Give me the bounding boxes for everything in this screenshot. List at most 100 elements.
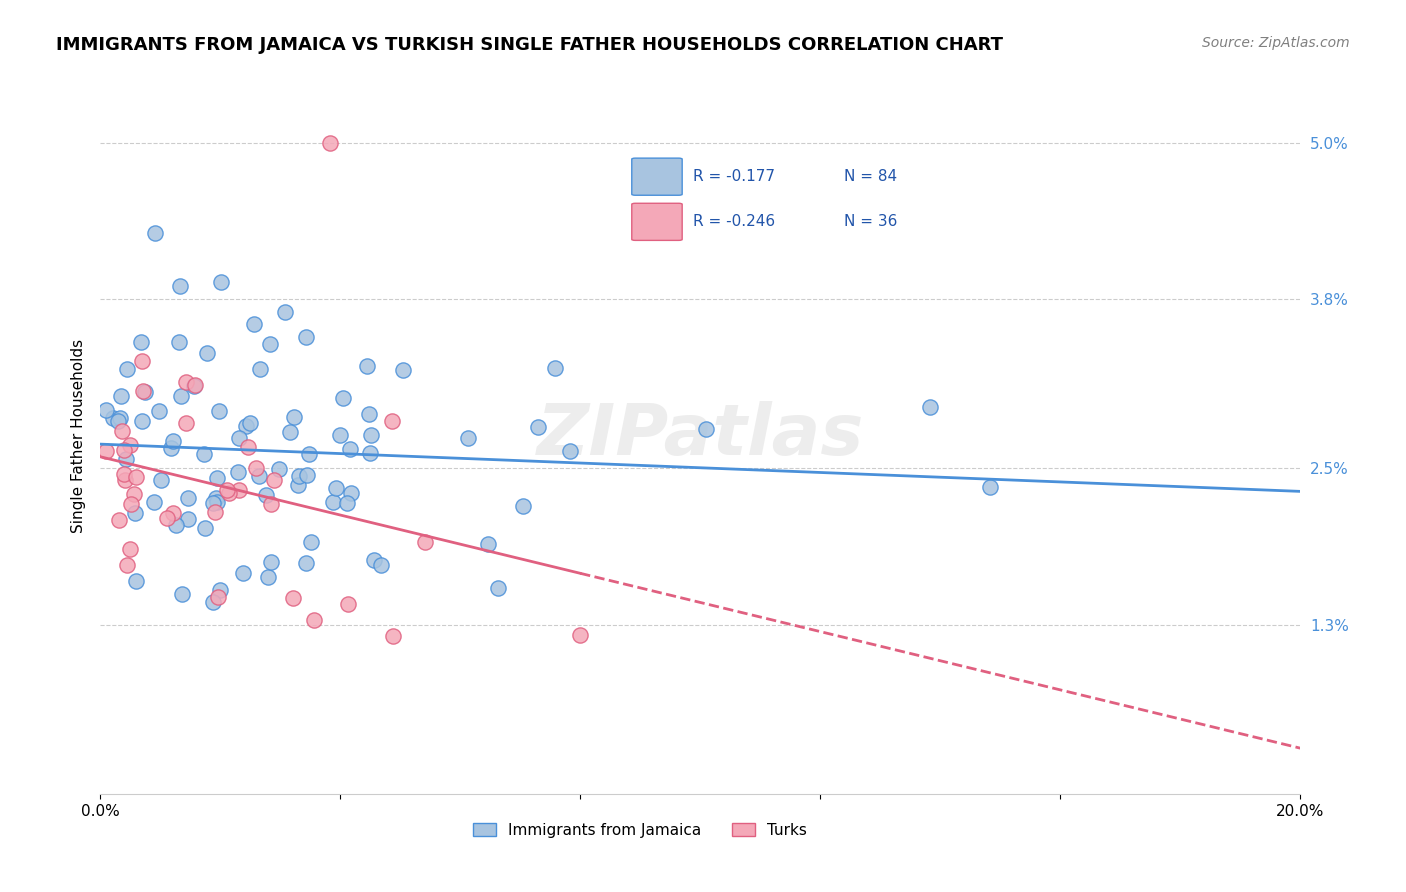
- Point: [332, 391, 354, 405]
- Point: [392, 362, 415, 376]
- Point: [363, 552, 385, 566]
- Y-axis label: Single Father Households: Single Father Households: [72, 339, 86, 533]
- Point: [120, 497, 142, 511]
- Point: [143, 494, 166, 508]
- Point: [235, 419, 257, 434]
- Point: [124, 507, 146, 521]
- Point: [193, 447, 215, 461]
- Point: [298, 447, 321, 461]
- Point: [259, 336, 281, 351]
- Point: [167, 335, 190, 350]
- Point: [177, 511, 200, 525]
- Point: [249, 362, 271, 376]
- Point: [204, 491, 226, 505]
- Text: ZIPatlas: ZIPatlas: [537, 401, 863, 470]
- Point: [195, 346, 218, 360]
- Text: Source: ZipAtlas.com: Source: ZipAtlas.com: [1202, 36, 1350, 50]
- Point: [247, 469, 270, 483]
- Point: [208, 583, 231, 598]
- Point: [134, 384, 156, 399]
- Point: [148, 404, 170, 418]
- Point: [274, 305, 297, 319]
- Point: [236, 441, 259, 455]
- Point: [125, 470, 148, 484]
- Point: [457, 431, 479, 445]
- Point: [329, 428, 352, 442]
- Point: [356, 359, 378, 373]
- Point: [297, 467, 319, 482]
- Point: [337, 597, 360, 611]
- Point: [169, 279, 191, 293]
- Point: [205, 495, 228, 509]
- Point: [301, 534, 323, 549]
- Point: [295, 330, 318, 344]
- Point: [322, 495, 344, 509]
- Point: [569, 628, 592, 642]
- Point: [544, 360, 567, 375]
- Point: [204, 506, 226, 520]
- Point: [183, 379, 205, 393]
- Point: [205, 471, 228, 485]
- Point: [360, 427, 382, 442]
- Point: [194, 521, 217, 535]
- Point: [207, 591, 229, 605]
- Point: [278, 425, 301, 439]
- Point: [107, 414, 129, 428]
- Point: [281, 591, 304, 606]
- Point: [283, 410, 305, 425]
- Point: [122, 487, 145, 501]
- Point: [115, 558, 138, 573]
- Point: [114, 473, 136, 487]
- Point: [101, 411, 124, 425]
- Point: [162, 434, 184, 448]
- Point: [336, 496, 359, 510]
- Point: [288, 469, 311, 483]
- Point: [112, 443, 135, 458]
- Point: [177, 491, 200, 505]
- Point: [319, 136, 342, 150]
- Point: [111, 424, 134, 438]
- Point: [267, 462, 290, 476]
- Point: [112, 467, 135, 482]
- Point: [263, 473, 285, 487]
- Point: [325, 481, 347, 495]
- Point: [174, 375, 197, 389]
- Point: [132, 384, 155, 399]
- Point: [512, 499, 534, 513]
- Point: [160, 442, 183, 456]
- Point: [209, 275, 232, 289]
- Point: [287, 477, 309, 491]
- Point: [115, 451, 138, 466]
- Point: [228, 483, 250, 497]
- Point: [339, 442, 361, 456]
- Point: [477, 537, 499, 551]
- Point: [260, 497, 283, 511]
- Point: [94, 443, 117, 458]
- Point: [143, 226, 166, 240]
- Point: [239, 417, 262, 431]
- Point: [254, 488, 277, 502]
- Point: [120, 437, 142, 451]
- Point: [226, 465, 249, 479]
- Point: [979, 480, 1001, 494]
- Point: [370, 558, 392, 572]
- Point: [174, 416, 197, 430]
- Point: [257, 570, 280, 584]
- Point: [131, 354, 153, 368]
- Point: [94, 403, 117, 417]
- Point: [526, 419, 548, 434]
- Point: [125, 574, 148, 588]
- Point: [294, 556, 316, 570]
- Point: [486, 581, 509, 595]
- Point: [110, 389, 132, 403]
- Point: [131, 413, 153, 427]
- Point: [359, 446, 381, 460]
- Point: [149, 473, 172, 487]
- Point: [162, 506, 184, 520]
- Point: [170, 389, 193, 403]
- Point: [170, 587, 193, 601]
- Point: [382, 629, 405, 643]
- Point: [110, 410, 132, 425]
- Point: [415, 534, 437, 549]
- Point: [201, 595, 224, 609]
